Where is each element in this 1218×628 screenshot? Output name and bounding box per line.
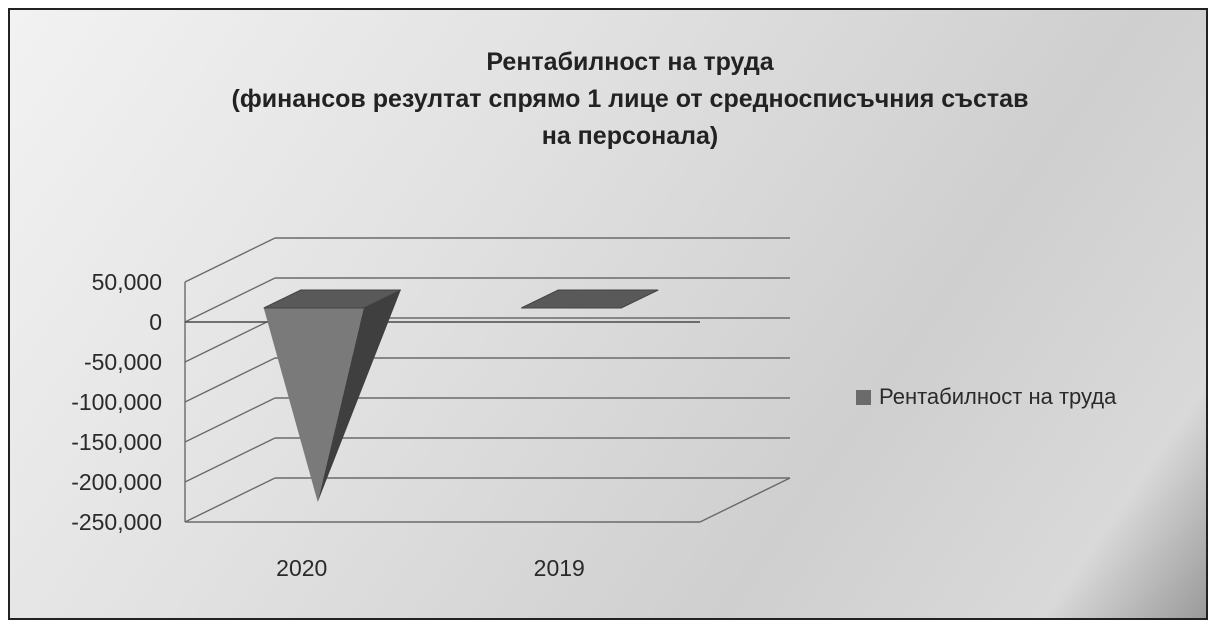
gridline-side bbox=[184, 437, 276, 483]
y-tick-label: -200,000 bbox=[71, 469, 162, 495]
bar-side-face bbox=[317, 290, 401, 502]
legend-swatch bbox=[856, 389, 871, 405]
gridline-side bbox=[184, 237, 276, 283]
bar-top-face bbox=[521, 289, 659, 309]
chart-frame: Рентабилност на труда (финансов резултат… bbox=[8, 8, 1208, 620]
floor-side-edge bbox=[699, 477, 791, 523]
chart-legend: Рентабилност на труда bbox=[856, 384, 1116, 410]
chart-title-line-3: на персонала) bbox=[541, 122, 719, 150]
bar-front-face bbox=[263, 308, 364, 502]
chart-plot: 50,000 0 -50,000 -100,000 -150,000 -200,000 -2… bbox=[71, 237, 791, 581]
y-tick-label: 50,000 bbox=[92, 269, 162, 295]
gridline-side bbox=[184, 397, 276, 443]
y-tick-label: -250,000 bbox=[71, 509, 162, 535]
chart-title: Рентабилност на труда (финансов резултат… bbox=[10, 44, 1206, 155]
legend-label: Рентабилност на труда bbox=[879, 384, 1117, 409]
x-tick-label: 2019 bbox=[534, 555, 585, 581]
y-tick-label: -100,000 bbox=[71, 389, 162, 415]
gridline-side bbox=[184, 477, 276, 523]
bar-top-face bbox=[263, 289, 401, 309]
gridline-side bbox=[184, 317, 276, 363]
x-tick-label: 2020 bbox=[276, 555, 327, 581]
bar-2020 bbox=[263, 289, 401, 502]
y-tick-label: -50,000 bbox=[84, 349, 162, 375]
y-tick-label: 0 bbox=[149, 309, 162, 335]
chart-title-line-1: Рентабилност на труда bbox=[486, 48, 774, 76]
gridline-side bbox=[184, 277, 276, 323]
y-tick-label: -150,000 bbox=[71, 429, 162, 455]
bar-2019 bbox=[521, 289, 659, 309]
chart-title-line-2: (финансов резултат спрямо 1 лице от сред… bbox=[231, 85, 1029, 113]
gridline-side bbox=[184, 357, 276, 403]
